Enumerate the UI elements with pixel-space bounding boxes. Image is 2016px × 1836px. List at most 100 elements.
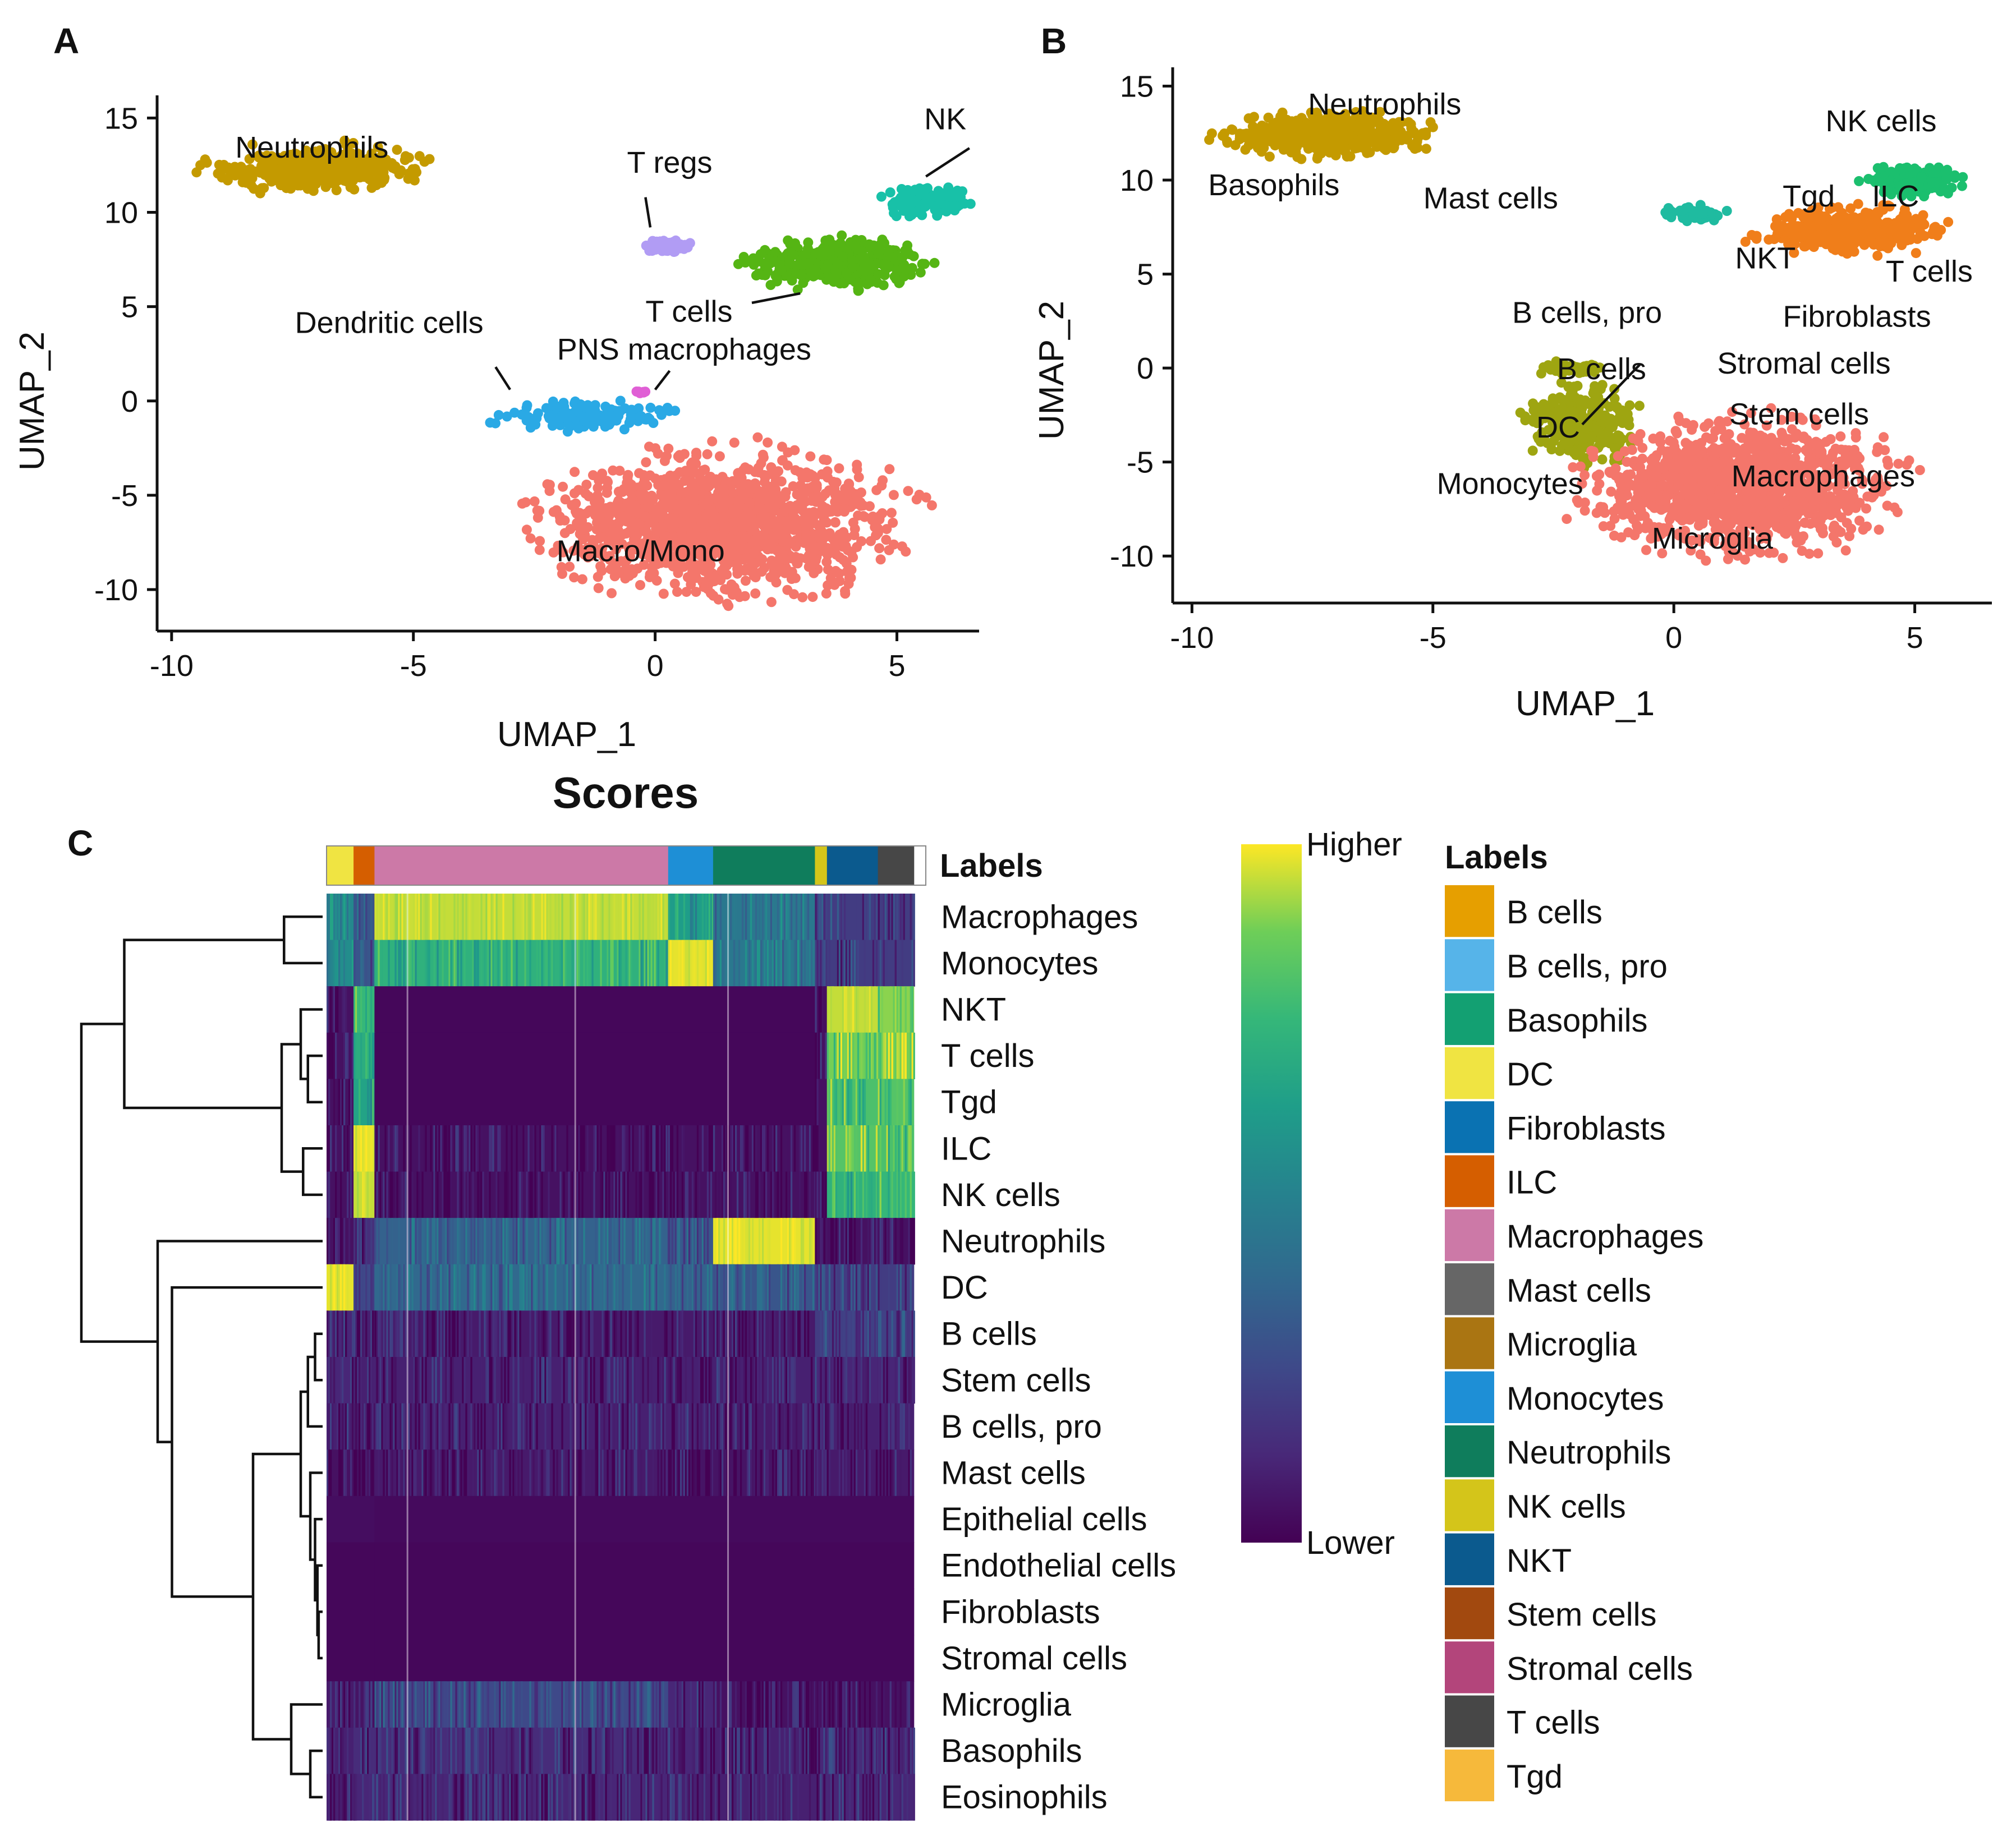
point xyxy=(626,404,637,415)
x-tick-label: 5 xyxy=(888,649,905,683)
point xyxy=(521,524,532,535)
point xyxy=(733,498,744,509)
point xyxy=(649,568,659,578)
point xyxy=(1698,209,1709,219)
point xyxy=(1641,522,1651,532)
point xyxy=(669,578,680,589)
point xyxy=(803,550,814,560)
point xyxy=(633,508,643,518)
point xyxy=(873,248,884,259)
point xyxy=(697,476,708,487)
point xyxy=(645,402,656,413)
point xyxy=(569,488,580,499)
point xyxy=(559,515,570,526)
point xyxy=(1634,401,1645,411)
point xyxy=(645,470,655,481)
point xyxy=(195,160,206,171)
point xyxy=(824,246,834,256)
point xyxy=(881,524,892,535)
point xyxy=(581,480,592,490)
point xyxy=(1271,130,1282,140)
point xyxy=(782,460,793,471)
point xyxy=(1943,217,1954,227)
point xyxy=(1218,131,1228,141)
point xyxy=(790,573,801,583)
point xyxy=(755,249,766,260)
point xyxy=(598,523,609,533)
point xyxy=(834,552,845,563)
y-tick-label: 10 xyxy=(104,196,138,229)
point xyxy=(1555,392,1565,403)
point xyxy=(765,280,776,290)
point xyxy=(860,252,870,263)
cluster-label-pns-macrophages: PNS macrophages xyxy=(557,333,811,366)
point xyxy=(797,473,808,484)
point xyxy=(713,594,724,605)
point xyxy=(841,268,852,278)
point xyxy=(520,497,531,508)
point xyxy=(752,432,763,443)
point xyxy=(821,455,832,466)
point xyxy=(741,553,752,563)
point xyxy=(588,505,599,516)
cluster-dendritic-cells xyxy=(485,395,681,437)
point xyxy=(285,163,296,174)
point xyxy=(908,251,919,261)
point xyxy=(320,182,331,192)
point xyxy=(1617,405,1627,416)
point xyxy=(560,494,571,505)
point xyxy=(575,508,585,518)
point xyxy=(701,499,711,510)
panel-a-letter: A xyxy=(53,21,79,61)
point xyxy=(1798,224,1809,235)
point xyxy=(1854,516,1865,526)
y-tick-label: 5 xyxy=(121,291,138,324)
point xyxy=(548,507,559,517)
point xyxy=(1666,212,1677,223)
point xyxy=(535,536,545,546)
point xyxy=(917,210,927,220)
point xyxy=(1913,219,1924,230)
point xyxy=(718,483,729,494)
point xyxy=(1787,213,1797,224)
point xyxy=(900,188,911,199)
point xyxy=(773,522,783,532)
point xyxy=(681,500,692,510)
y-tick-label: -5 xyxy=(111,479,138,513)
point xyxy=(783,447,793,458)
point xyxy=(414,151,425,162)
point xyxy=(1904,230,1915,241)
point xyxy=(774,260,784,270)
point xyxy=(573,403,584,413)
point xyxy=(1798,431,1809,442)
point xyxy=(658,588,669,599)
point xyxy=(878,280,889,291)
point xyxy=(403,153,414,163)
point xyxy=(1311,123,1321,134)
point xyxy=(768,468,779,479)
point xyxy=(691,504,701,514)
point xyxy=(641,457,651,468)
point xyxy=(1946,182,1957,193)
point xyxy=(839,507,849,517)
point xyxy=(853,285,864,296)
point xyxy=(1244,135,1255,146)
point xyxy=(1520,411,1530,422)
point xyxy=(1932,230,1942,241)
point xyxy=(1359,137,1370,147)
point xyxy=(281,183,292,194)
point xyxy=(874,543,885,554)
point xyxy=(796,270,806,280)
point xyxy=(865,501,875,512)
point xyxy=(835,278,846,289)
point xyxy=(349,184,360,195)
point xyxy=(702,449,713,459)
point xyxy=(708,573,718,583)
point xyxy=(1257,121,1268,131)
point xyxy=(1854,176,1865,186)
point xyxy=(819,506,830,517)
point xyxy=(525,533,536,544)
point xyxy=(547,420,558,431)
point xyxy=(839,494,849,505)
point xyxy=(950,202,961,213)
